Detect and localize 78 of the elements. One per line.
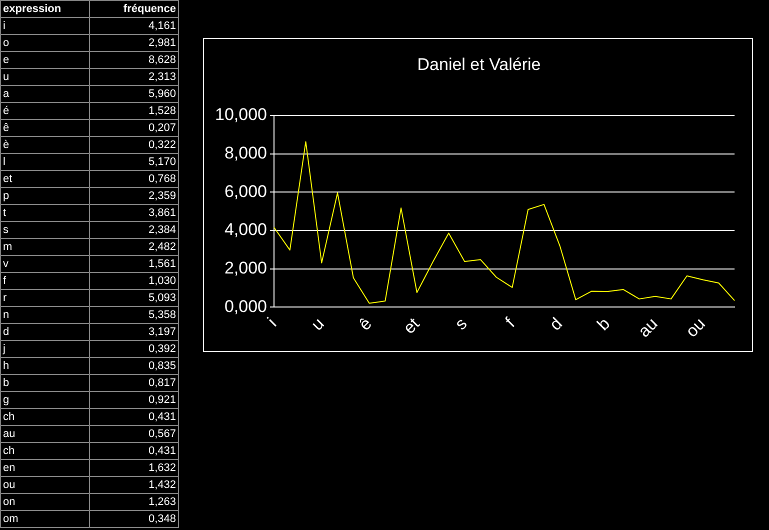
category-label: n — [0, 306, 90, 324]
category-label: b — [0, 374, 90, 392]
x-tick-label: et — [400, 314, 424, 338]
category-label: h — [0, 358, 90, 374]
category-label: f — [0, 272, 90, 290]
x-tick-label: ê — [355, 314, 376, 334]
text: 8,628 — [148, 54, 176, 66]
text: 0,835 — [148, 360, 176, 372]
category-label: v — [0, 256, 90, 272]
text: 0,322 — [148, 138, 176, 150]
y-tick-label: 8,000 — [224, 143, 267, 162]
text: 3,861 — [148, 206, 176, 218]
x-tick-label: f — [502, 314, 519, 331]
y-tick-label: 0,000 — [224, 296, 267, 316]
text: 0,567 — [148, 428, 176, 440]
x-tick-label: b — [594, 314, 614, 334]
x-tick-label: au — [634, 314, 662, 341]
text: 2,313 — [148, 70, 176, 82]
category-label: o — [0, 34, 90, 52]
text: 0,817 — [148, 376, 176, 388]
category-label: ch — [0, 408, 90, 426]
category-label: p — [0, 188, 90, 204]
category-label: ch — [0, 442, 90, 460]
category-label: j — [0, 340, 90, 358]
chart-title: Daniel et Valérie — [417, 54, 541, 74]
category-label: en — [0, 460, 90, 476]
text: 3,197 — [148, 326, 176, 338]
category-label: ê — [0, 120, 90, 136]
text: 4,161 — [148, 20, 176, 32]
category-label: r — [0, 290, 90, 306]
text: 2,384 — [148, 224, 176, 236]
category-label: om — [0, 510, 90, 528]
text: 0,431 — [148, 444, 176, 456]
category-label: t — [0, 204, 90, 222]
category-label: a — [0, 86, 90, 102]
text: 2,981 — [148, 36, 176, 48]
text: 1,561 — [148, 258, 176, 270]
text: 5,960 — [148, 88, 176, 100]
text: expression — [0, 0, 90, 18]
text: 2,482 — [148, 240, 176, 252]
text: 0,431 — [148, 410, 176, 422]
category-label: u — [0, 68, 90, 86]
category-label: e — [0, 52, 90, 68]
text: 5,358 — [148, 308, 176, 320]
text: 5,170 — [148, 156, 176, 168]
category-label: g — [0, 392, 90, 408]
text: 2,359 — [148, 190, 176, 202]
y-tick-label: 10,000 — [214, 105, 267, 124]
category-label: l — [0, 154, 90, 170]
category-label: m — [0, 238, 90, 256]
category-label: i — [0, 18, 90, 34]
text: 1,030 — [148, 274, 176, 286]
category-label: on — [0, 494, 90, 510]
x-tick-label: ou — [682, 314, 709, 341]
text: 1,432 — [148, 478, 176, 490]
text: 0,392 — [148, 342, 176, 354]
category-label: s — [0, 222, 90, 238]
text: 1,528 — [148, 104, 176, 116]
category-label: ou — [0, 476, 90, 494]
y-tick-label: 6,000 — [224, 182, 267, 201]
category-label: è — [0, 136, 90, 154]
y-tick-label: 4,000 — [224, 220, 267, 240]
text: fréquence — [90, 0, 178, 18]
category-label: é — [0, 102, 90, 120]
text: 5,093 — [148, 292, 176, 304]
x-tick-label: i — [264, 314, 280, 330]
x-tick-label: d — [546, 314, 566, 334]
text: 0,921 — [148, 394, 176, 406]
y-tick-label: 2,000 — [224, 258, 267, 278]
category-label: au — [0, 426, 90, 442]
text: 1,632 — [148, 462, 176, 474]
category-label: et — [0, 170, 90, 188]
x-tick-label: u — [308, 314, 328, 334]
text: 0,768 — [148, 172, 176, 184]
x-tick-label: s — [451, 314, 471, 334]
text: 0,207 — [148, 122, 176, 134]
text: 0,348 — [148, 512, 176, 524]
text: 1,263 — [148, 496, 176, 508]
